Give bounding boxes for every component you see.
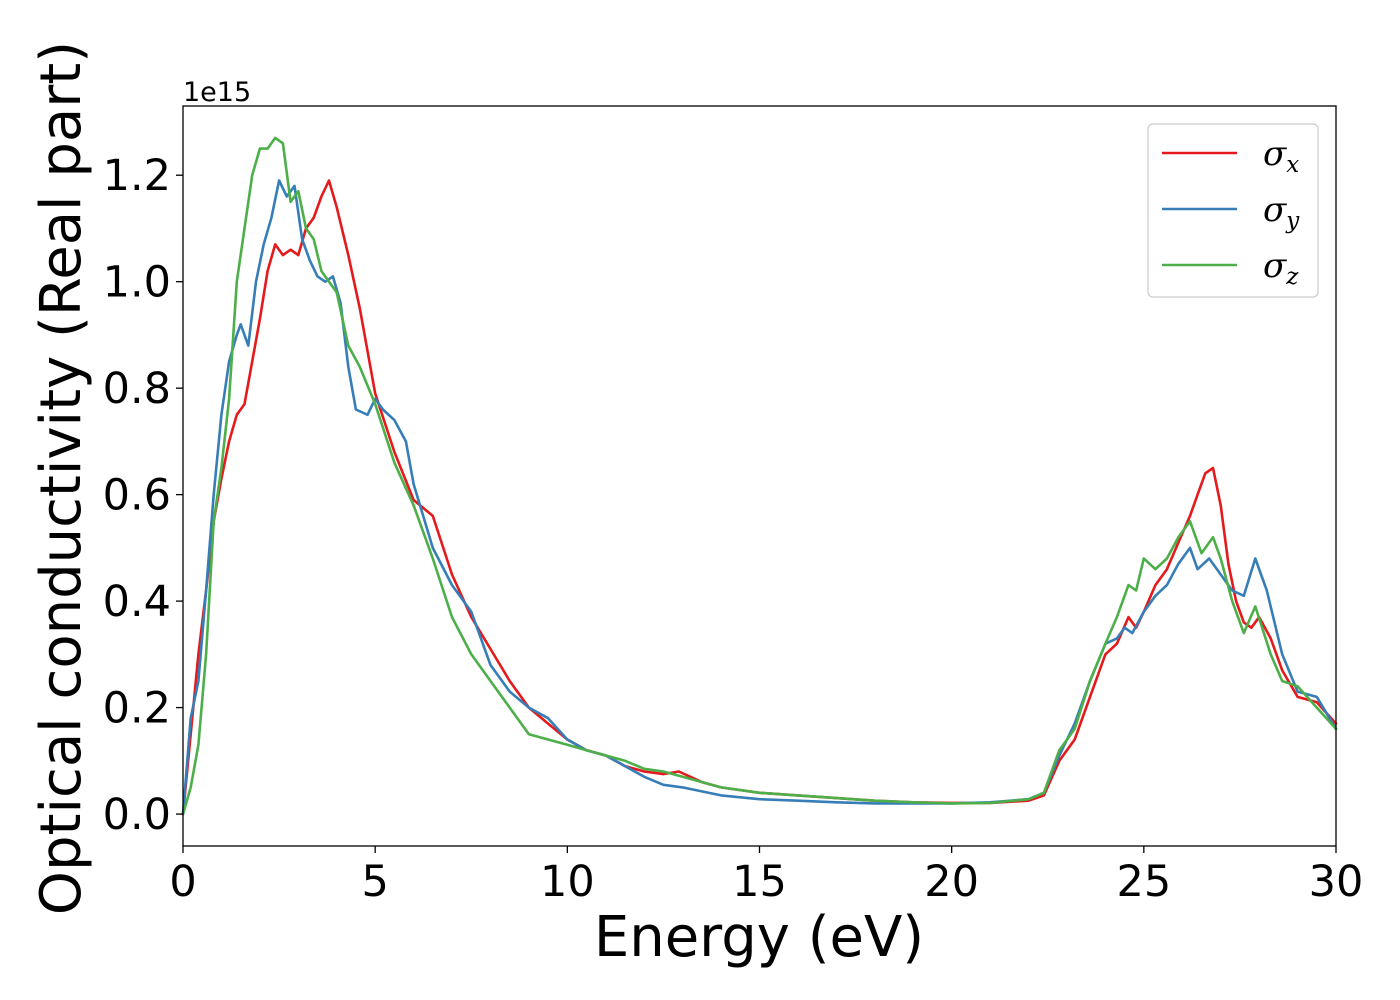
legend-label-y: σy: [1263, 190, 1300, 234]
y-tick-label: 0.6: [103, 471, 171, 521]
series-line-x: [181, 179, 1338, 816]
y-tick-label: 0.0: [103, 790, 171, 840]
x-tick-label: 15: [732, 857, 787, 907]
series-layer: [181, 136, 1338, 816]
y-tick-label: 0.2: [103, 684, 171, 734]
y-axis: 0.0 0.2 0.4 0.6 0.8 1.0 1.2: [103, 151, 183, 840]
y-offset-text: 1e15: [183, 77, 251, 108]
y-tick-label: 0.4: [103, 577, 171, 627]
legend-label-x: σx: [1263, 134, 1299, 178]
y-tick-label: 1.0: [103, 258, 171, 308]
legend-box: [1147, 123, 1319, 298]
x-tick-label: 30: [1309, 857, 1364, 907]
x-tick-label: 5: [361, 857, 388, 907]
x-axis-title: Energy (eV): [594, 905, 924, 970]
y-axis-title: Optical conductivity (Real part): [29, 41, 94, 915]
x-tick-label: 25: [1116, 857, 1171, 907]
x-tick-label: 20: [924, 857, 979, 907]
y-tick-label: 0.8: [103, 364, 171, 414]
legend: σx σy σz: [1147, 123, 1319, 298]
series-line-z: [181, 136, 1338, 816]
x-tick-label: 0: [169, 857, 196, 907]
legend-label-z: σz: [1263, 246, 1299, 290]
x-tick-label: 10: [540, 857, 595, 907]
x-axis: 0 5 10 15 20 25 30: [169, 846, 1363, 907]
y-tick-label: 1.2: [103, 151, 171, 201]
